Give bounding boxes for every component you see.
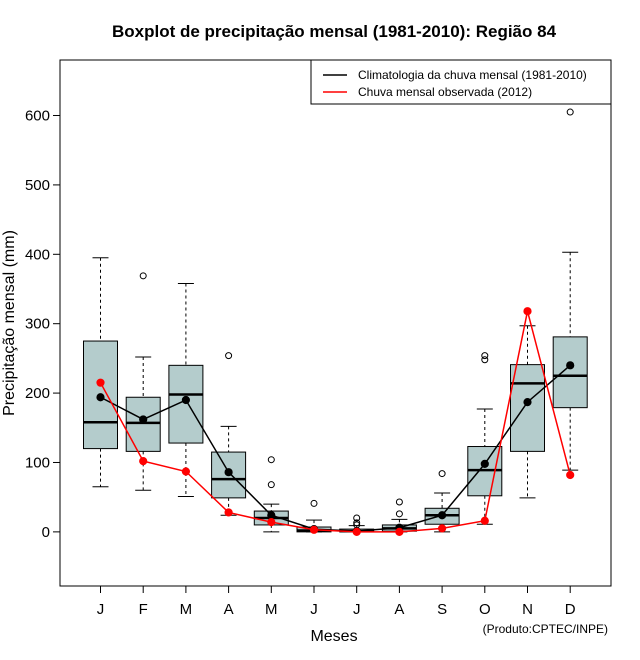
box-A — [211, 352, 247, 516]
outlier-point — [267, 481, 275, 489]
legend-label-climatology: Climatologia da chuva mensal (1981-2010) — [358, 68, 587, 82]
legend: Climatologia da chuva mensal (1981-2010)… — [310, 59, 612, 105]
series-point — [566, 470, 575, 480]
series-point — [181, 467, 190, 476]
series-point — [480, 516, 489, 525]
outlier-point — [438, 470, 446, 478]
outlier-point — [481, 352, 489, 360]
outlier-point — [353, 519, 361, 527]
x-tick-label: J — [353, 601, 361, 618]
y-tick-label: 400 — [25, 246, 50, 263]
x-tick-label: M — [180, 601, 193, 618]
x-tick-label: D — [565, 601, 576, 618]
x-tick-label: J — [97, 601, 105, 618]
series-point — [139, 415, 148, 424]
series-point — [267, 518, 276, 527]
y-tick-label: 0 — [42, 524, 50, 541]
series-point — [438, 511, 447, 520]
y-tick-label: 600 — [25, 108, 50, 125]
series-observed-2012 — [96, 307, 575, 536]
x-tick-label: A — [394, 601, 404, 618]
x-tick-label: J — [310, 601, 318, 618]
legend-frame — [310, 59, 612, 105]
series-line — [99, 311, 571, 533]
outlier-point — [481, 356, 489, 364]
outlier-point — [139, 272, 147, 280]
box-body — [510, 364, 545, 452]
box-D — [552, 108, 588, 471]
box-body — [552, 336, 588, 409]
product-credit: (Produto:CPTEC/INPE) — [483, 622, 608, 636]
series-point — [139, 456, 148, 466]
box-O — [467, 352, 503, 525]
box-N — [510, 325, 545, 499]
y-tick-label: 200 — [25, 385, 50, 402]
x-axis-label: Meses — [310, 628, 357, 645]
outlier-point — [395, 510, 403, 518]
outlier-point — [353, 514, 361, 522]
series-point — [352, 527, 361, 536]
y-tick-label: 500 — [25, 177, 50, 194]
x-tick-label: M — [265, 601, 278, 618]
box-F — [125, 272, 161, 491]
series-point — [523, 307, 532, 316]
outlier-point — [310, 499, 318, 507]
plot-area: 0 100 200 300 400 500 600 J F M A M J J A S O N D — [25, 108, 588, 618]
x-tick-label: F — [139, 601, 148, 618]
y-tick-label: 100 — [25, 454, 50, 471]
chart-title: Boxplot de precipitação mensal (1981-201… — [112, 22, 557, 41]
series-point — [523, 398, 532, 407]
series-point — [395, 527, 404, 536]
box-J — [83, 257, 118, 488]
series-point — [96, 393, 105, 402]
outlier-point — [225, 352, 233, 360]
x-tick-label: O — [479, 601, 491, 618]
box-body — [125, 396, 161, 452]
series-point — [438, 524, 447, 533]
outlier-point — [267, 456, 275, 464]
x-tick-label: N — [522, 601, 533, 618]
plot-frame — [59, 59, 612, 587]
outlier-point — [566, 108, 574, 116]
series-point — [181, 395, 190, 405]
series-point — [309, 525, 319, 534]
y-tick-label: 300 — [25, 316, 50, 333]
box-M — [168, 282, 204, 497]
x-tick-label: A — [224, 601, 234, 618]
outlier-point — [395, 498, 403, 506]
series-point — [480, 459, 489, 468]
series-point — [267, 511, 276, 520]
series-point — [566, 361, 575, 370]
x-tick-label: S — [437, 601, 447, 618]
series-point — [224, 468, 233, 477]
y-axis-label: Precipitação mensal (mm) — [1, 230, 18, 416]
series-point — [96, 378, 105, 387]
legend-label-observed: Chuva mensal observada (2012) — [358, 85, 532, 99]
box-body — [168, 364, 204, 444]
series-point — [224, 508, 233, 517]
